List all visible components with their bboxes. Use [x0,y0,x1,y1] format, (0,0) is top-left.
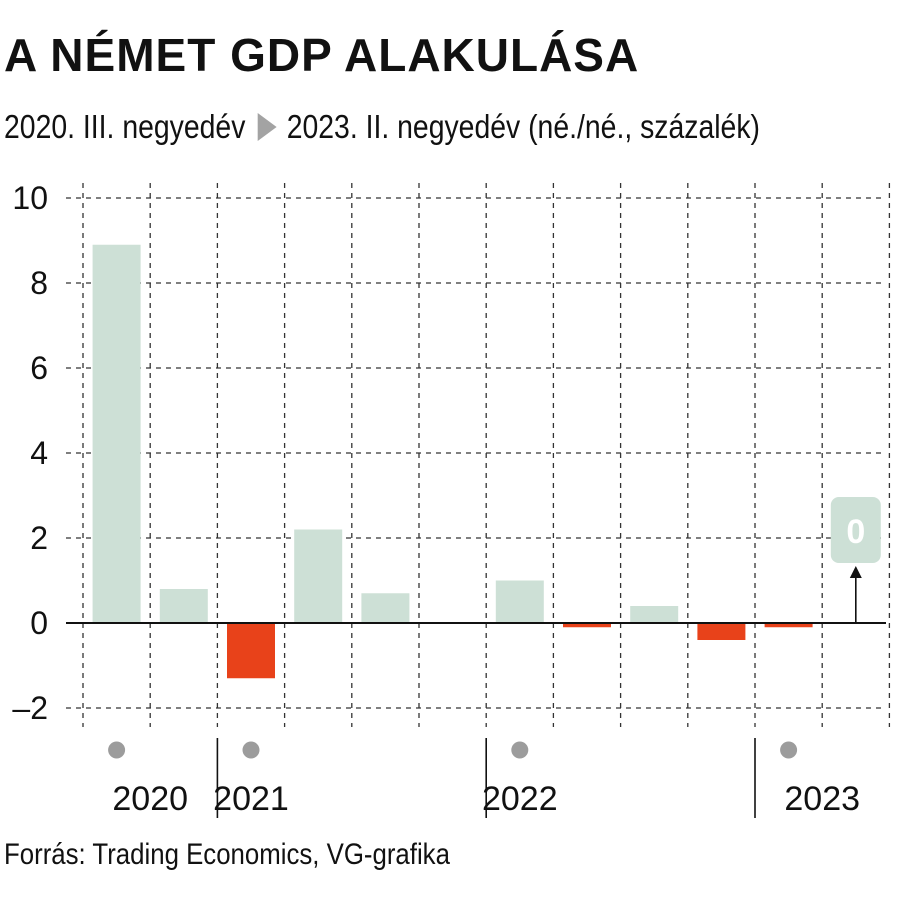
year-marker-dot [780,741,798,759]
bar [495,580,544,623]
arrow-up-icon [849,566,862,578]
bar [361,593,410,623]
y-tick-label: 6 [30,350,48,386]
year-label: 2023 [784,780,860,818]
y-tick-label: 0 [30,605,48,641]
y-tick-label: 4 [30,435,48,471]
subtitle-to: 2023. II. negyedév (né./né., százalék) [286,108,760,145]
bars [92,244,813,679]
chart-subtitle: 2020. III. negyedév 2023. II. negyedév (n… [4,110,760,143]
bar [630,606,679,623]
value-badge [830,497,881,563]
bar [227,623,275,679]
value-badge-label: 0 [846,513,865,551]
y-tick-label: 10 [12,180,48,216]
play-arrow-icon [257,113,277,141]
year-marker-dot [511,741,529,759]
bar [294,529,343,623]
year-marker-dot [242,741,260,759]
y-tick-label: –2 [12,690,48,726]
y-tick-label: 2 [30,520,48,556]
year-label: 2021 [213,780,289,818]
year-label: 2020 [112,780,188,818]
source-note: Forrás: Trading Economics, VG-grafika [4,838,450,871]
year-marker-dot [108,741,126,759]
x-axis: 2020 2021 2022 2023 [108,738,860,818]
chart-title: A NÉMET GDP ALAKULÁSA [4,29,640,81]
bar [159,589,208,623]
y-tick-label: 8 [30,265,48,301]
bar [697,623,746,640]
annotation: 0 [830,497,881,623]
grid-lines [66,183,891,727]
axes: 10 8 6 4 2 0 –2 [12,180,886,726]
year-label: 2022 [482,780,558,818]
subtitle-from: 2020. III. negyedév [4,108,246,145]
bar [764,623,813,628]
bar [92,244,141,623]
bar [563,623,611,628]
